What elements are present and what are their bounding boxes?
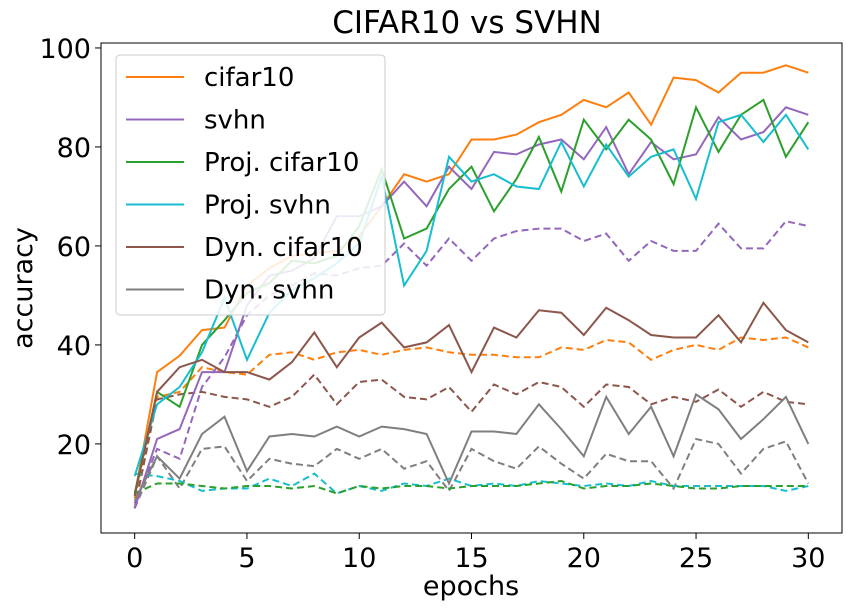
y-tick-label: 40 — [57, 331, 91, 362]
series-line-series-8-dashed — [133, 373, 809, 509]
y-axis-label: accuracy — [8, 227, 39, 349]
series-line-dyn-cifar10 — [133, 301, 809, 497]
y-tick-label: 80 — [57, 133, 91, 164]
series-line-dyn-svhn — [133, 392, 810, 502]
series-line-series-10-dashed — [134, 472, 809, 495]
legend-label-proj-cifar10: Proj. cifar10 — [204, 148, 359, 178]
series-line-series-9-dashed — [133, 437, 810, 509]
x-tick-label: 15 — [454, 543, 488, 574]
x-tick-label: 0 — [126, 543, 143, 574]
y-tick-label: 100 — [39, 34, 91, 65]
x-tick-label: 25 — [679, 543, 713, 574]
legend-label-svhn: svhn — [204, 106, 266, 136]
y-tick-label: 20 — [57, 430, 91, 461]
legend-label-dyn-cifar10: Dyn. cifar10 — [204, 233, 363, 263]
series-line-series-11-dashed — [134, 479, 809, 495]
x-tick-label: 20 — [567, 543, 601, 574]
chart-title: CIFAR10 vs SVHN — [332, 5, 602, 41]
x-tick-label: 30 — [791, 543, 825, 574]
legend-label-cifar10: cifar10 — [204, 63, 294, 93]
y-tick-label: 60 — [57, 232, 91, 263]
series-line-series-6-dashed — [133, 336, 809, 499]
series-line-proj-svhn — [133, 113, 810, 477]
legend: cifar10 svhn Proj. cifar10 Proj. svhn Dyn. c… — [115, 54, 386, 316]
x-axis-label: epochs — [423, 571, 519, 602]
x-tick-label: 5 — [238, 543, 255, 574]
legend-label-dyn-svhn: Dyn. svhn — [204, 276, 334, 306]
axes-layer: 0 5 10 15 20 25 30 20 40 60 80 100 — [39, 34, 825, 574]
x-tick-label: 10 — [342, 543, 376, 574]
legend-label-proj-svhn: Proj. svhn — [204, 191, 331, 221]
